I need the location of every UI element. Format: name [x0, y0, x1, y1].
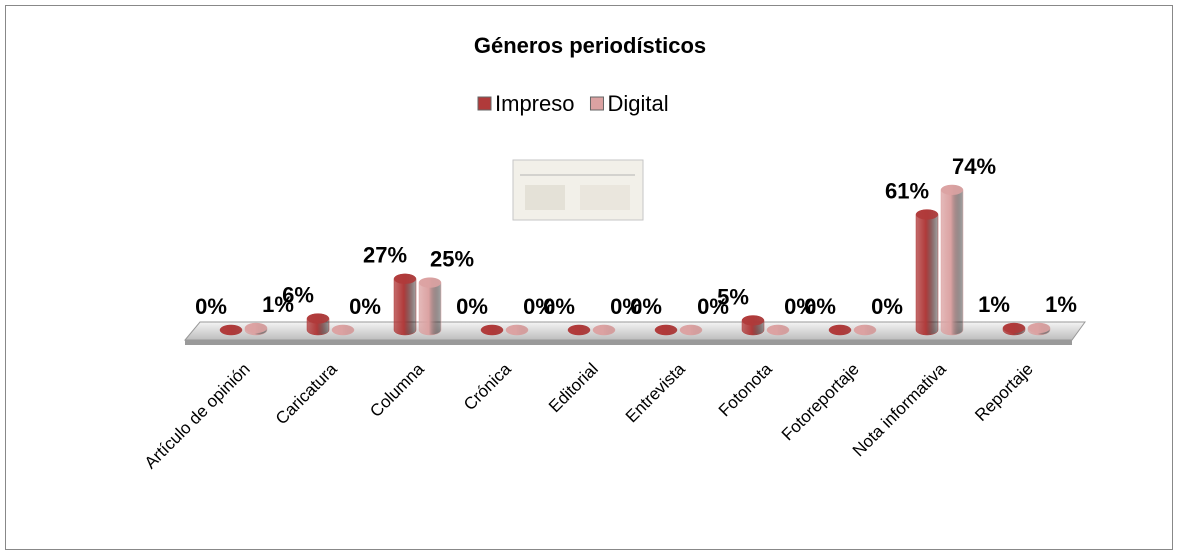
legend-label: Impreso	[495, 91, 574, 116]
data-label: 0%	[523, 294, 555, 319]
bar-top	[419, 277, 441, 288]
legend-marker	[589, 96, 604, 111]
data-label: 1%	[262, 292, 294, 317]
legend-marker	[477, 96, 492, 111]
bar	[915, 209, 939, 336]
bar-top	[394, 273, 416, 284]
data-label: 74%	[952, 154, 996, 179]
data-label: 0%	[697, 294, 729, 319]
data-label: 1%	[978, 292, 1010, 317]
bar-top	[307, 313, 329, 324]
bar-top	[481, 325, 503, 335]
chart-border	[5, 5, 1173, 550]
data-label: 1%	[1045, 292, 1077, 317]
bar-top	[680, 325, 702, 335]
data-label: 6%	[282, 282, 314, 307]
data-label: 0%	[349, 294, 381, 319]
bar-top	[941, 185, 963, 195]
chart-title: Géneros periodísticos	[474, 33, 706, 58]
data-label: 0%	[784, 294, 816, 319]
decoration-image	[512, 159, 644, 221]
bar-top	[568, 325, 590, 335]
legend-label: Digital	[607, 91, 668, 116]
bar-top	[767, 325, 789, 335]
bar-top	[506, 325, 528, 335]
bar-top	[593, 325, 615, 335]
data-label: 0%	[610, 294, 642, 319]
data-label: 61%	[885, 178, 929, 203]
data-label: 5%	[717, 284, 749, 309]
bar-top	[655, 325, 677, 335]
bar-top	[854, 325, 876, 335]
bar-top	[332, 325, 354, 335]
data-label: 0%	[195, 294, 227, 319]
data-label: 0%	[871, 294, 903, 319]
data-label: 27%	[363, 243, 407, 268]
data-label: 25%	[430, 247, 474, 272]
bar-top	[916, 209, 938, 220]
data-label: 0%	[804, 294, 836, 319]
bar-top	[1028, 323, 1050, 334]
floor-edge	[185, 340, 1072, 345]
bar	[940, 184, 964, 336]
data-label: 0%	[543, 294, 575, 319]
bar-top	[245, 323, 267, 334]
bar-top	[1003, 323, 1025, 334]
bar-top	[742, 315, 764, 326]
bar-top	[220, 325, 242, 335]
bar-top	[829, 325, 851, 335]
data-label: 0%	[630, 294, 662, 319]
data-label: 0%	[456, 294, 488, 319]
